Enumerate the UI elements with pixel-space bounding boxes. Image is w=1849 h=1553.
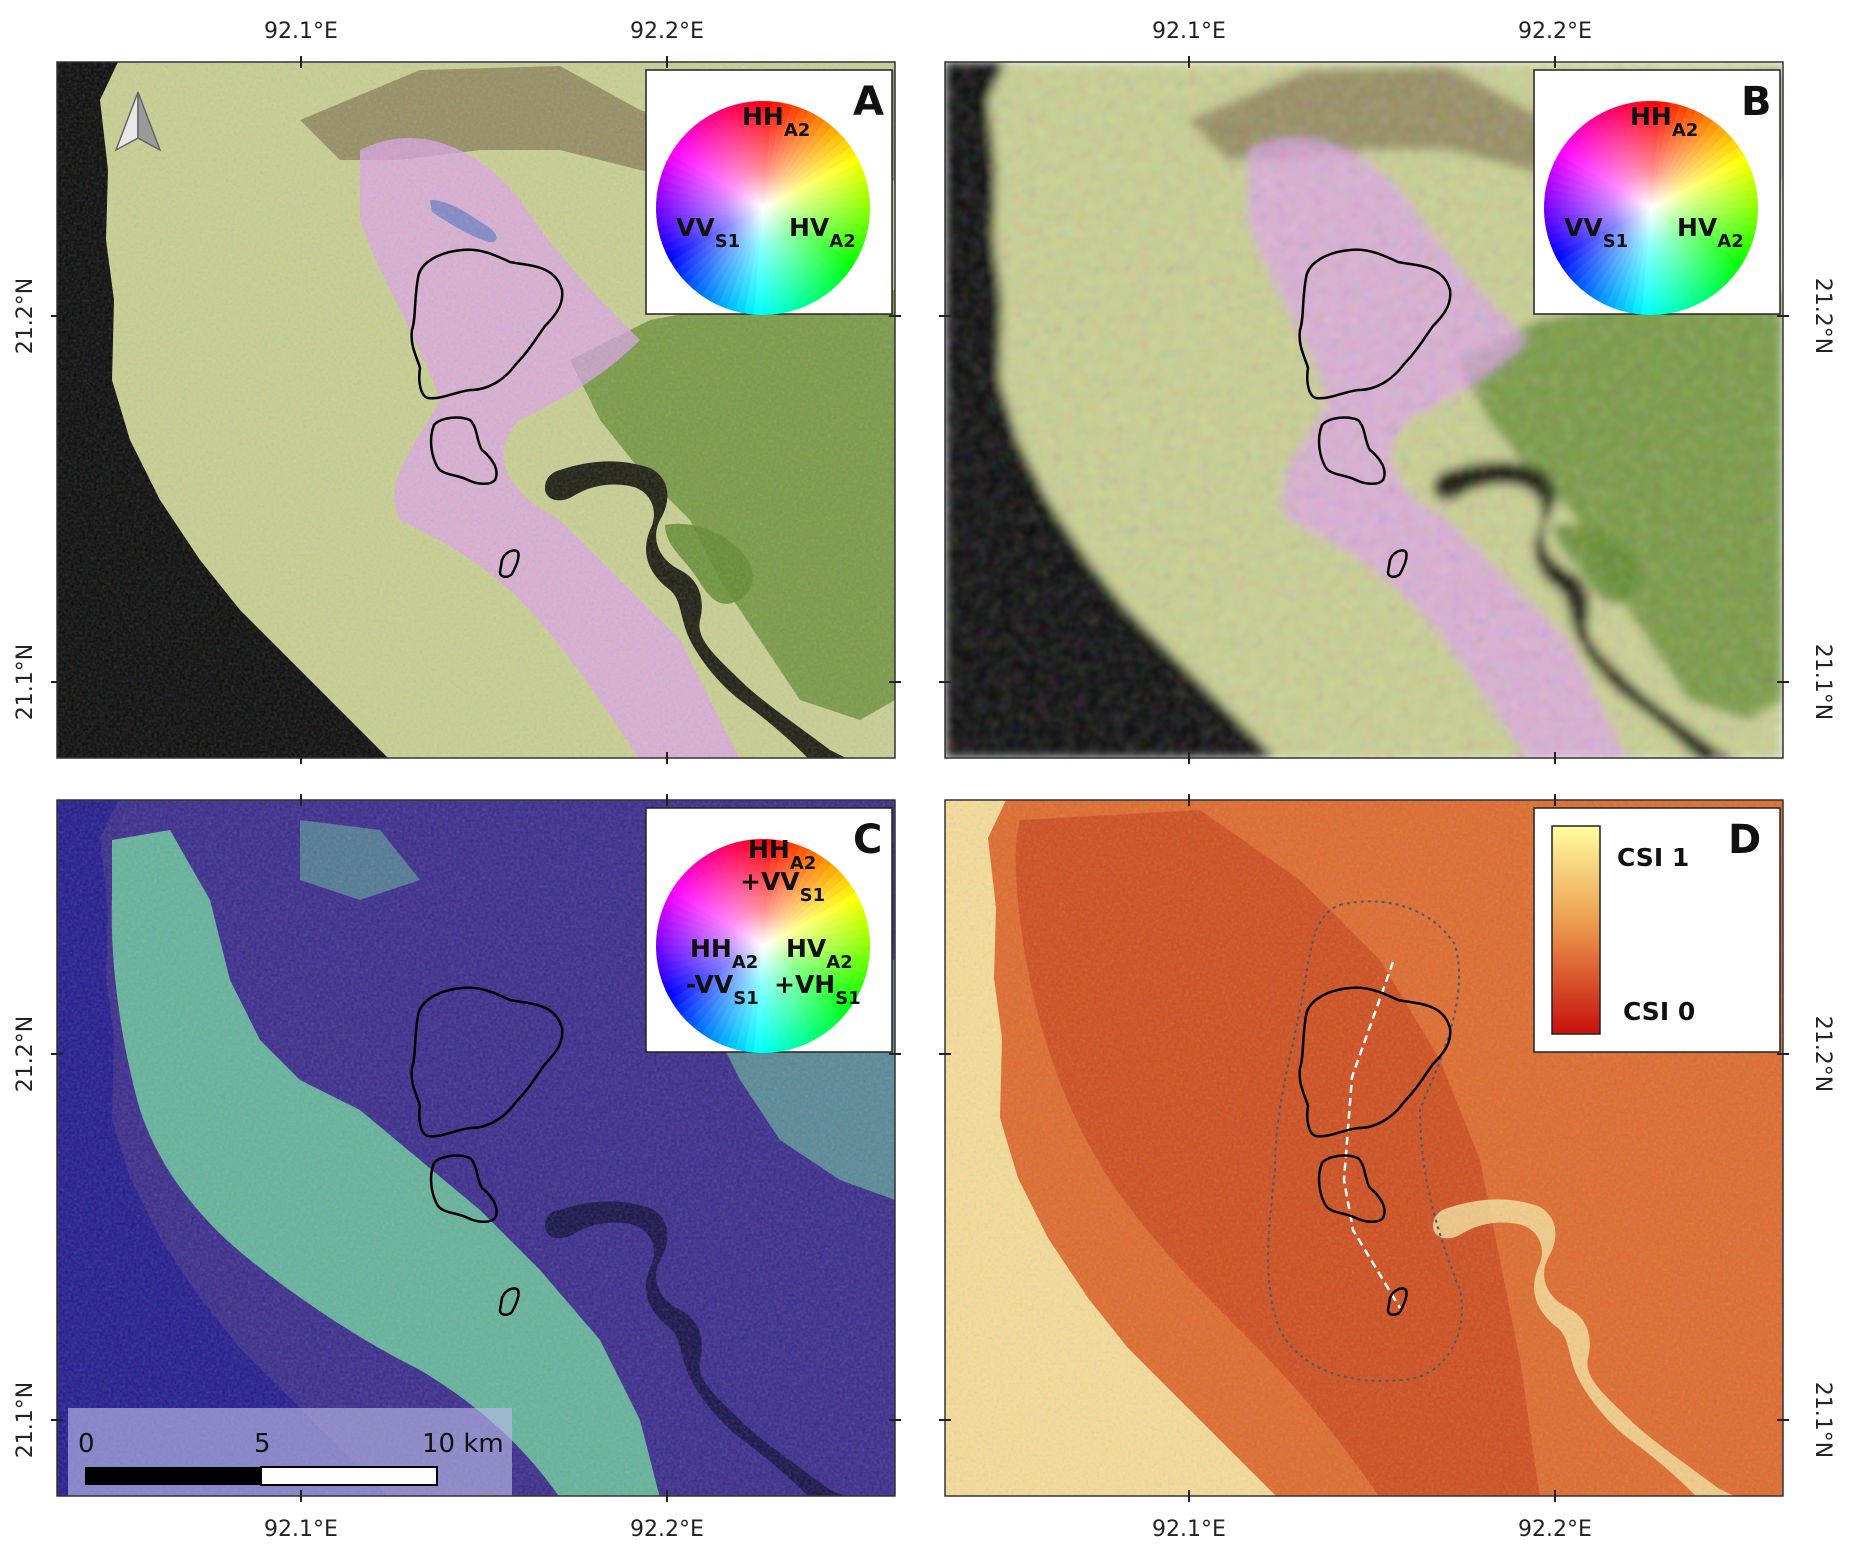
- color-wheel-center: [1544, 101, 1758, 315]
- panel-d-map: [945, 800, 1783, 1496]
- study-area-outline-1: [1298, 986, 1452, 1138]
- panel-c: 0 5 10 km C HHA2 +VVS1 HHA2 -VVS1 HVA2 +…: [56, 799, 896, 1497]
- wheel-label-right-line1: HVA2: [786, 934, 853, 973]
- panel-b: B HHA2 VVS1 HVA2: [944, 61, 1784, 759]
- north-arrow-icon: [114, 91, 162, 152]
- study-area-outline-2: [429, 1154, 498, 1223]
- buffer-zone-outline: [1267, 900, 1463, 1382]
- lat-label-left-c-1: 21.2°N: [13, 1016, 38, 1092]
- scale-bar-black-segment: [85, 1467, 261, 1485]
- lat-label-right-d-2: 21.1°N: [1810, 1382, 1835, 1458]
- lat-label-right-b-2: 21.1°N: [1810, 644, 1835, 720]
- study-area-outline-1: [410, 986, 564, 1138]
- panel-d: D CSI 1 CSI 0: [944, 799, 1784, 1497]
- lat-label-right-d-1: 21.2°N: [1810, 1016, 1835, 1092]
- legend-label-high: CSI 1: [1617, 843, 1689, 872]
- panel-a-frame: [56, 61, 896, 759]
- wheel-label-right-line2: +VHS1: [774, 970, 861, 1009]
- scale-tick-10: 10 km: [422, 1429, 504, 1459]
- study-area-outline-2: [1317, 1154, 1386, 1223]
- lon-label-bottom-d-2: 92.2°E: [1518, 1517, 1592, 1542]
- lon-label-bottom-d-1: 92.1°E: [1152, 1517, 1226, 1542]
- lon-label-bottom-c-2: 92.2°E: [630, 1517, 704, 1542]
- lat-label-left-c-2: 21.1°N: [13, 1382, 38, 1458]
- wheel-label-top-line2: +VVS1: [740, 867, 825, 906]
- study-area-outline-2: [1317, 416, 1386, 485]
- legend-color-wheel-a: A HHA2 VVS1 HVA2: [645, 69, 893, 315]
- panel-d-frame: [944, 799, 1784, 1497]
- wheel-label-left-line1: HHA2: [690, 934, 758, 973]
- wheel-label-left: VVS1: [1564, 213, 1628, 252]
- study-area-outline-3: [498, 549, 520, 578]
- lon-label-top-a-1: 92.1°E: [264, 19, 338, 44]
- legend-csi: D CSI 1 CSI 0: [1533, 807, 1781, 1053]
- lon-label-bottom-c-1: 92.1°E: [264, 1517, 338, 1542]
- wheel-label-top: HHA2: [742, 102, 810, 141]
- panel-c-frame: [56, 799, 896, 1497]
- panel-b-frame: [944, 61, 1784, 759]
- wheel-label-top: HHA2: [1630, 102, 1698, 141]
- study-area-outline-3: [498, 1287, 520, 1316]
- scale-bar: 0 5 10 km: [68, 1408, 512, 1496]
- color-wheel: [656, 839, 870, 1053]
- lat-label-left-a-1: 21.2°N: [13, 278, 38, 354]
- panel-a: A HHA2 VVS1 HVA2: [56, 61, 896, 759]
- panel-letter-a: A: [853, 79, 884, 125]
- lat-label-right-b-1: 21.2°N: [1810, 278, 1835, 354]
- wheel-label-right: HVA2: [1677, 213, 1744, 252]
- transect-line: [1342, 961, 1402, 1309]
- panel-letter-d: D: [1728, 817, 1761, 863]
- legend-color-wheel-c: C HHA2 +VVS1 HHA2 -VVS1 HVA2 +VHS1: [645, 807, 893, 1053]
- wheel-label-left-line2: -VVS1: [686, 970, 759, 1009]
- lon-label-top-b-2: 92.2°E: [1518, 19, 1592, 44]
- study-area-outline-3: [1386, 1287, 1408, 1316]
- lon-label-top-b-1: 92.1°E: [1152, 19, 1226, 44]
- scale-bar-white-segment: [260, 1466, 438, 1486]
- legend-label-low: CSI 0: [1623, 997, 1695, 1026]
- color-wheel-center: [656, 101, 870, 315]
- scale-tick-5: 5: [254, 1429, 271, 1459]
- panel-letter-b: B: [1741, 79, 1772, 125]
- csi-color-ramp: [1551, 825, 1601, 1035]
- color-wheel: [656, 101, 870, 315]
- legend-color-wheel-b: B HHA2 VVS1 HVA2: [1533, 69, 1781, 315]
- wheel-label-top-line1: HHA2: [748, 835, 816, 874]
- study-area-outline-1: [1298, 248, 1452, 400]
- graticule: [51, 56, 1789, 1502]
- color-wheel-center: [656, 839, 870, 1053]
- panel-letter-c: C: [853, 817, 882, 863]
- study-area-outline-2: [429, 416, 498, 485]
- lon-label-top-a-2: 92.2°E: [630, 19, 704, 44]
- coordinate-labels: 92.1°E 92.2°E 92.1°E 92.2°E 92.1°E 92.2°…: [13, 19, 1835, 1542]
- scale-tick-0: 0: [78, 1429, 95, 1459]
- wheel-label-left: VVS1: [676, 213, 740, 252]
- study-area-outline-1: [410, 248, 564, 400]
- color-wheel: [1544, 101, 1758, 315]
- study-area-outline-3: [1386, 549, 1408, 578]
- lat-label-left-a-2: 21.1°N: [13, 644, 38, 720]
- wheel-label-right: HVA2: [789, 213, 856, 252]
